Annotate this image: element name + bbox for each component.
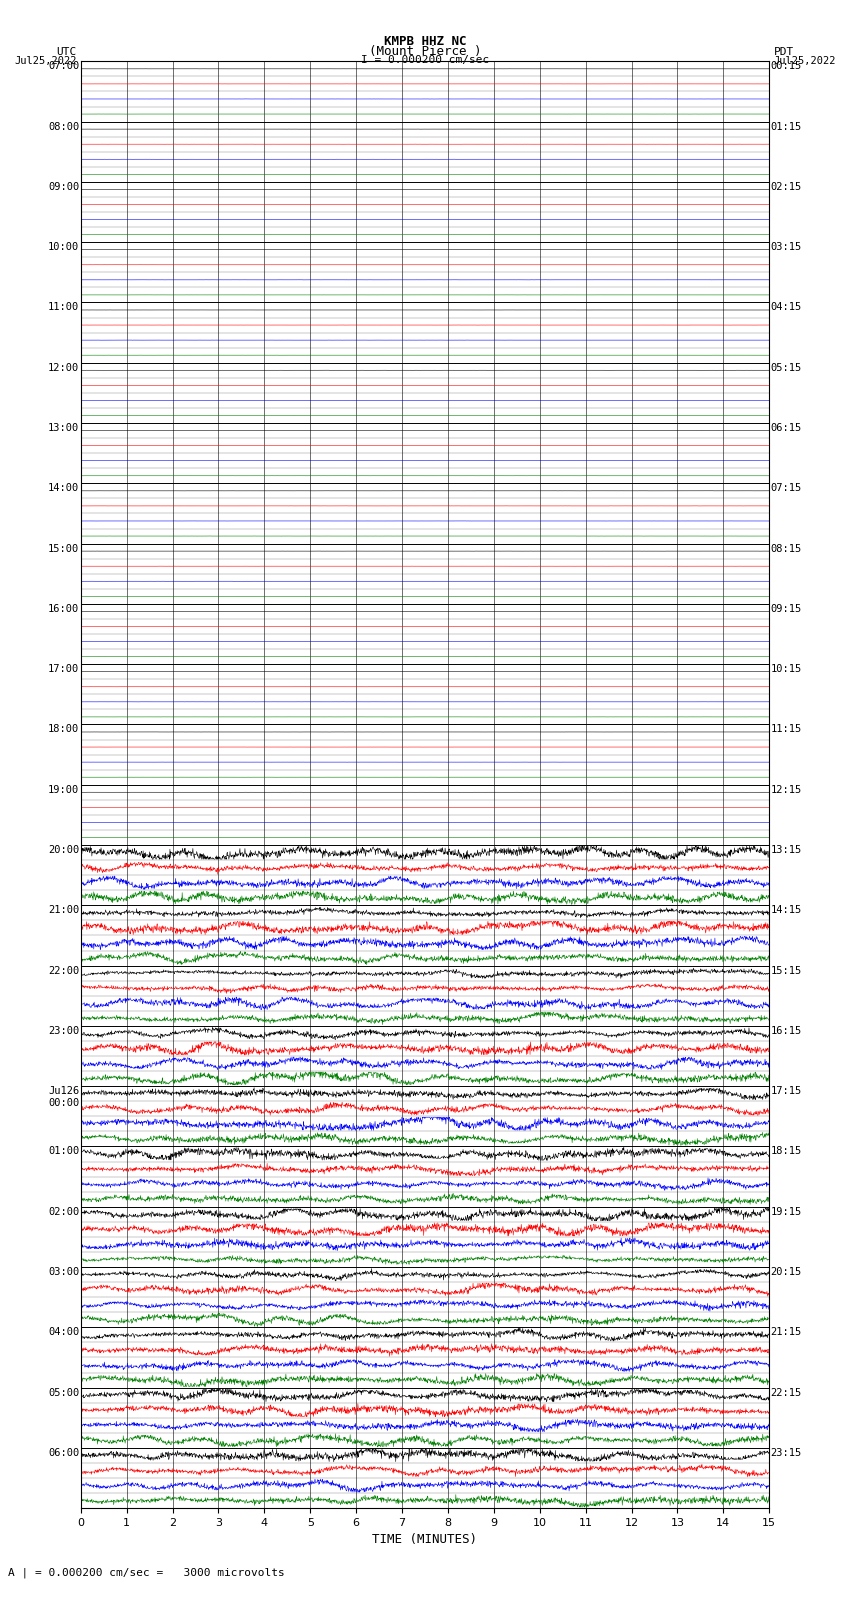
Text: 21:00: 21:00 bbox=[48, 905, 79, 915]
Text: KMPB HHZ NC: KMPB HHZ NC bbox=[383, 35, 467, 48]
Text: 12:15: 12:15 bbox=[771, 786, 802, 795]
Text: 07:15: 07:15 bbox=[771, 484, 802, 494]
Text: 17:15: 17:15 bbox=[771, 1086, 802, 1097]
Text: 10:00: 10:00 bbox=[48, 242, 79, 252]
Text: 07:00: 07:00 bbox=[48, 61, 79, 71]
Text: PDT: PDT bbox=[774, 47, 794, 56]
Text: 23:15: 23:15 bbox=[771, 1448, 802, 1458]
Text: 14:15: 14:15 bbox=[771, 905, 802, 915]
Text: 17:00: 17:00 bbox=[48, 665, 79, 674]
Text: 06:00: 06:00 bbox=[48, 1448, 79, 1458]
Text: (Mount Pierce ): (Mount Pierce ) bbox=[369, 45, 481, 58]
Text: 00:15: 00:15 bbox=[771, 61, 802, 71]
Text: 02:00: 02:00 bbox=[48, 1207, 79, 1216]
Text: 01:00: 01:00 bbox=[48, 1147, 79, 1157]
Text: 05:15: 05:15 bbox=[771, 363, 802, 373]
Text: 21:15: 21:15 bbox=[771, 1327, 802, 1337]
Text: 14:00: 14:00 bbox=[48, 484, 79, 494]
Text: I = 0.000200 cm/sec: I = 0.000200 cm/sec bbox=[361, 55, 489, 65]
Text: Jul25,2022: Jul25,2022 bbox=[14, 56, 76, 66]
Text: 04:00: 04:00 bbox=[48, 1327, 79, 1337]
Text: A | = 0.000200 cm/sec =   3000 microvolts: A | = 0.000200 cm/sec = 3000 microvolts bbox=[8, 1566, 286, 1578]
Text: 06:15: 06:15 bbox=[771, 423, 802, 432]
Text: 20:00: 20:00 bbox=[48, 845, 79, 855]
Text: Ju126
00:00: Ju126 00:00 bbox=[48, 1086, 79, 1108]
Text: 11:00: 11:00 bbox=[48, 303, 79, 313]
Text: 08:00: 08:00 bbox=[48, 121, 79, 132]
Text: 08:15: 08:15 bbox=[771, 544, 802, 553]
Text: 18:00: 18:00 bbox=[48, 724, 79, 734]
Text: 15:00: 15:00 bbox=[48, 544, 79, 553]
Text: Jul25,2022: Jul25,2022 bbox=[774, 56, 836, 66]
Text: 15:15: 15:15 bbox=[771, 966, 802, 976]
Text: 09:15: 09:15 bbox=[771, 603, 802, 615]
Text: 11:15: 11:15 bbox=[771, 724, 802, 734]
Text: 01:15: 01:15 bbox=[771, 121, 802, 132]
Text: UTC: UTC bbox=[56, 47, 76, 56]
Text: 19:00: 19:00 bbox=[48, 786, 79, 795]
Text: 03:00: 03:00 bbox=[48, 1268, 79, 1277]
Text: 22:00: 22:00 bbox=[48, 966, 79, 976]
Text: 03:15: 03:15 bbox=[771, 242, 802, 252]
Text: 13:15: 13:15 bbox=[771, 845, 802, 855]
X-axis label: TIME (MINUTES): TIME (MINUTES) bbox=[372, 1534, 478, 1547]
Text: 22:15: 22:15 bbox=[771, 1387, 802, 1397]
Text: 12:00: 12:00 bbox=[48, 363, 79, 373]
Text: 23:00: 23:00 bbox=[48, 1026, 79, 1036]
Text: 09:00: 09:00 bbox=[48, 182, 79, 192]
Text: 20:15: 20:15 bbox=[771, 1268, 802, 1277]
Text: 02:15: 02:15 bbox=[771, 182, 802, 192]
Text: 05:00: 05:00 bbox=[48, 1387, 79, 1397]
Text: 16:00: 16:00 bbox=[48, 603, 79, 615]
Text: 19:15: 19:15 bbox=[771, 1207, 802, 1216]
Text: 13:00: 13:00 bbox=[48, 423, 79, 432]
Text: 10:15: 10:15 bbox=[771, 665, 802, 674]
Text: 04:15: 04:15 bbox=[771, 303, 802, 313]
Text: 18:15: 18:15 bbox=[771, 1147, 802, 1157]
Text: 16:15: 16:15 bbox=[771, 1026, 802, 1036]
